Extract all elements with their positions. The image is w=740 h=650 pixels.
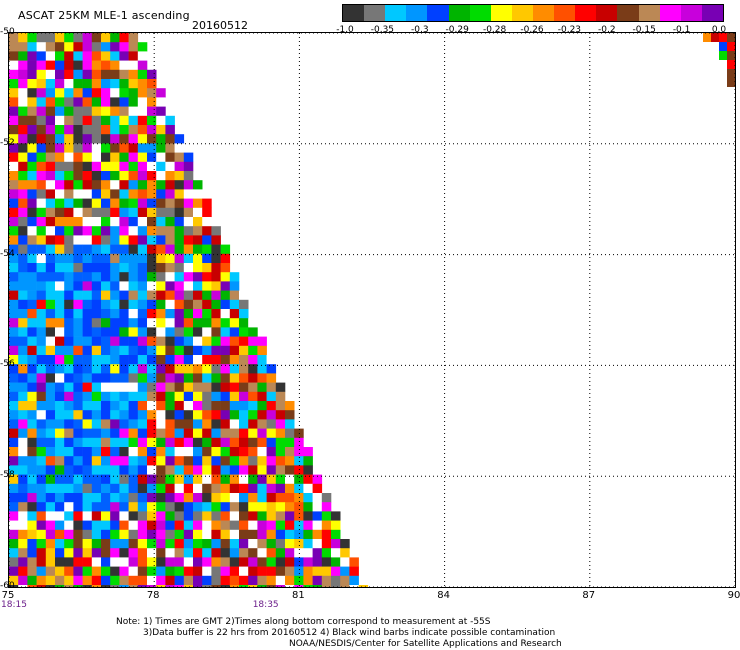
map-plot-area xyxy=(8,32,736,588)
colorbar-swatch xyxy=(406,5,428,21)
colorbar-labels: -1.0 -0.35 -0.3 -0.29 -0.28 -0.26 -0.23 -0.2 -0.… xyxy=(0,25,740,37)
colorbar-swatch xyxy=(364,5,386,21)
map-date: 20160512 xyxy=(192,19,248,32)
colorbar-tick-label: -0.28 xyxy=(482,25,507,35)
colorbar-swatch xyxy=(385,5,407,21)
colorbar-swatch xyxy=(638,5,660,21)
corner-swath-patch xyxy=(703,33,735,87)
colorbar-swatch xyxy=(554,5,576,21)
colorbar xyxy=(342,4,724,22)
wind-swath-cells xyxy=(9,33,369,587)
colorbar-tick-label: -0.35 xyxy=(370,25,395,35)
colorbar-swatch xyxy=(448,5,470,21)
colorbar-tick-label: -0.3 xyxy=(411,25,429,35)
colorbar-tick-label: -0.26 xyxy=(520,25,544,35)
colorbar-swatch xyxy=(680,5,702,21)
lat-tick-label: -50 xyxy=(0,27,15,37)
colorbar-tick-label: -1.0 xyxy=(336,25,354,35)
colorbar-tick-label: -0.23 xyxy=(557,25,582,35)
colorbar-swatch xyxy=(617,5,639,21)
colorbar-swatch xyxy=(596,5,618,21)
colorbar-tick-label: -0.29 xyxy=(445,25,469,35)
colorbar-swatch xyxy=(469,5,491,21)
lat-tick-label: -54 xyxy=(0,248,15,259)
map-svg xyxy=(9,33,735,587)
colorbar-swatch xyxy=(427,5,449,21)
colorbar-tick-label: 0.0 xyxy=(711,25,727,35)
colorbar-swatch xyxy=(490,5,512,21)
time-tick-label: 18:15 xyxy=(1,600,27,610)
lon-tick-label: 78 xyxy=(146,590,160,601)
lon-tick-label: 81 xyxy=(292,590,305,601)
lat-tick-label: -52 xyxy=(0,137,15,148)
graticule xyxy=(9,33,735,587)
note-line-3: NOAA/NESDIS/Center for Satellite Applica… xyxy=(289,639,562,649)
lon-tick-label: 90 xyxy=(727,590,740,601)
colorbar-swatch xyxy=(659,5,681,21)
colorbar-swatch xyxy=(575,5,597,21)
lon-tick-label: 75 xyxy=(1,590,15,601)
colorbar-swatch xyxy=(532,5,555,21)
colorbar-swatch xyxy=(701,5,723,21)
note-line-1: Note: 1) Times are GMT 2)Times along bot… xyxy=(116,617,491,627)
lon-tick-label: 84 xyxy=(437,590,450,601)
colorbar-tick-label: -0.1 xyxy=(672,25,691,35)
note-line-2: 3)Data buffer is 22 hrs from 20160512 4)… xyxy=(143,628,556,638)
map-title: ASCAT 25KM MLE-1 ascending xyxy=(18,9,190,22)
lon-tick-label: 87 xyxy=(582,590,596,601)
lat-tick-label: -58 xyxy=(0,470,15,481)
time-tick-label: 18:35 xyxy=(252,600,279,610)
colorbar-swatch xyxy=(343,5,365,21)
lat-tick-label: -60 xyxy=(0,581,15,591)
lat-tick-label: -56 xyxy=(0,359,15,370)
colorbar-tick-label: -0.2 xyxy=(598,25,616,35)
colorbar-swatch xyxy=(511,5,533,21)
colorbar-tick-label: -0.15 xyxy=(632,25,656,35)
